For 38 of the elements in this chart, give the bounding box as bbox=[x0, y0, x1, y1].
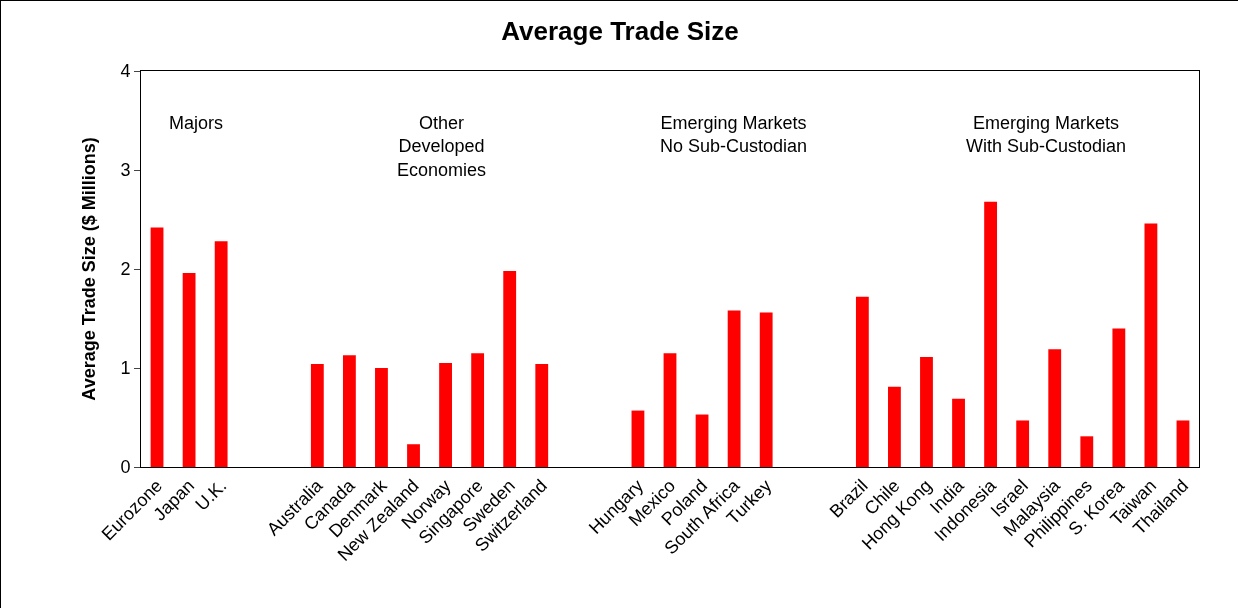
bar bbox=[1112, 328, 1126, 467]
bar bbox=[888, 386, 901, 467]
bar bbox=[920, 357, 933, 467]
bar bbox=[310, 364, 324, 467]
bar bbox=[727, 310, 741, 467]
annotation: Emerging Markets With Sub-Custodian bbox=[966, 113, 1127, 157]
bar bbox=[855, 296, 869, 467]
y-tick-label: 1 bbox=[120, 358, 131, 379]
annotation: Other Developed Economies bbox=[397, 113, 487, 180]
bar bbox=[1048, 349, 1062, 467]
y-tick-label: 4 bbox=[120, 61, 131, 82]
bar bbox=[375, 368, 388, 467]
y-tick-label: 3 bbox=[120, 160, 131, 181]
bar bbox=[439, 363, 452, 467]
annotation: Emerging Markets No Sub-Custodian bbox=[660, 113, 808, 157]
chart-title: Average Trade Size bbox=[501, 16, 739, 47]
bar bbox=[535, 364, 549, 467]
bar bbox=[1144, 223, 1158, 467]
bar bbox=[1080, 436, 1094, 467]
bar bbox=[1176, 420, 1190, 467]
bar bbox=[984, 201, 998, 467]
bar bbox=[150, 227, 164, 467]
bar bbox=[407, 444, 420, 467]
bar bbox=[695, 414, 709, 467]
bar bbox=[342, 355, 356, 467]
bar bbox=[503, 270, 517, 467]
y-tick-label: 2 bbox=[120, 259, 131, 280]
bar bbox=[631, 410, 645, 467]
bar bbox=[471, 353, 485, 467]
bar bbox=[952, 398, 965, 467]
bar bbox=[759, 312, 773, 467]
bar bbox=[663, 353, 677, 467]
y-tick-label: 0 bbox=[120, 457, 131, 478]
bar bbox=[1016, 420, 1030, 467]
bar bbox=[182, 272, 196, 467]
y-axis-title: Average Trade Size ($ Millions) bbox=[79, 137, 99, 401]
bar bbox=[214, 241, 228, 467]
annotation: Majors bbox=[169, 113, 224, 133]
